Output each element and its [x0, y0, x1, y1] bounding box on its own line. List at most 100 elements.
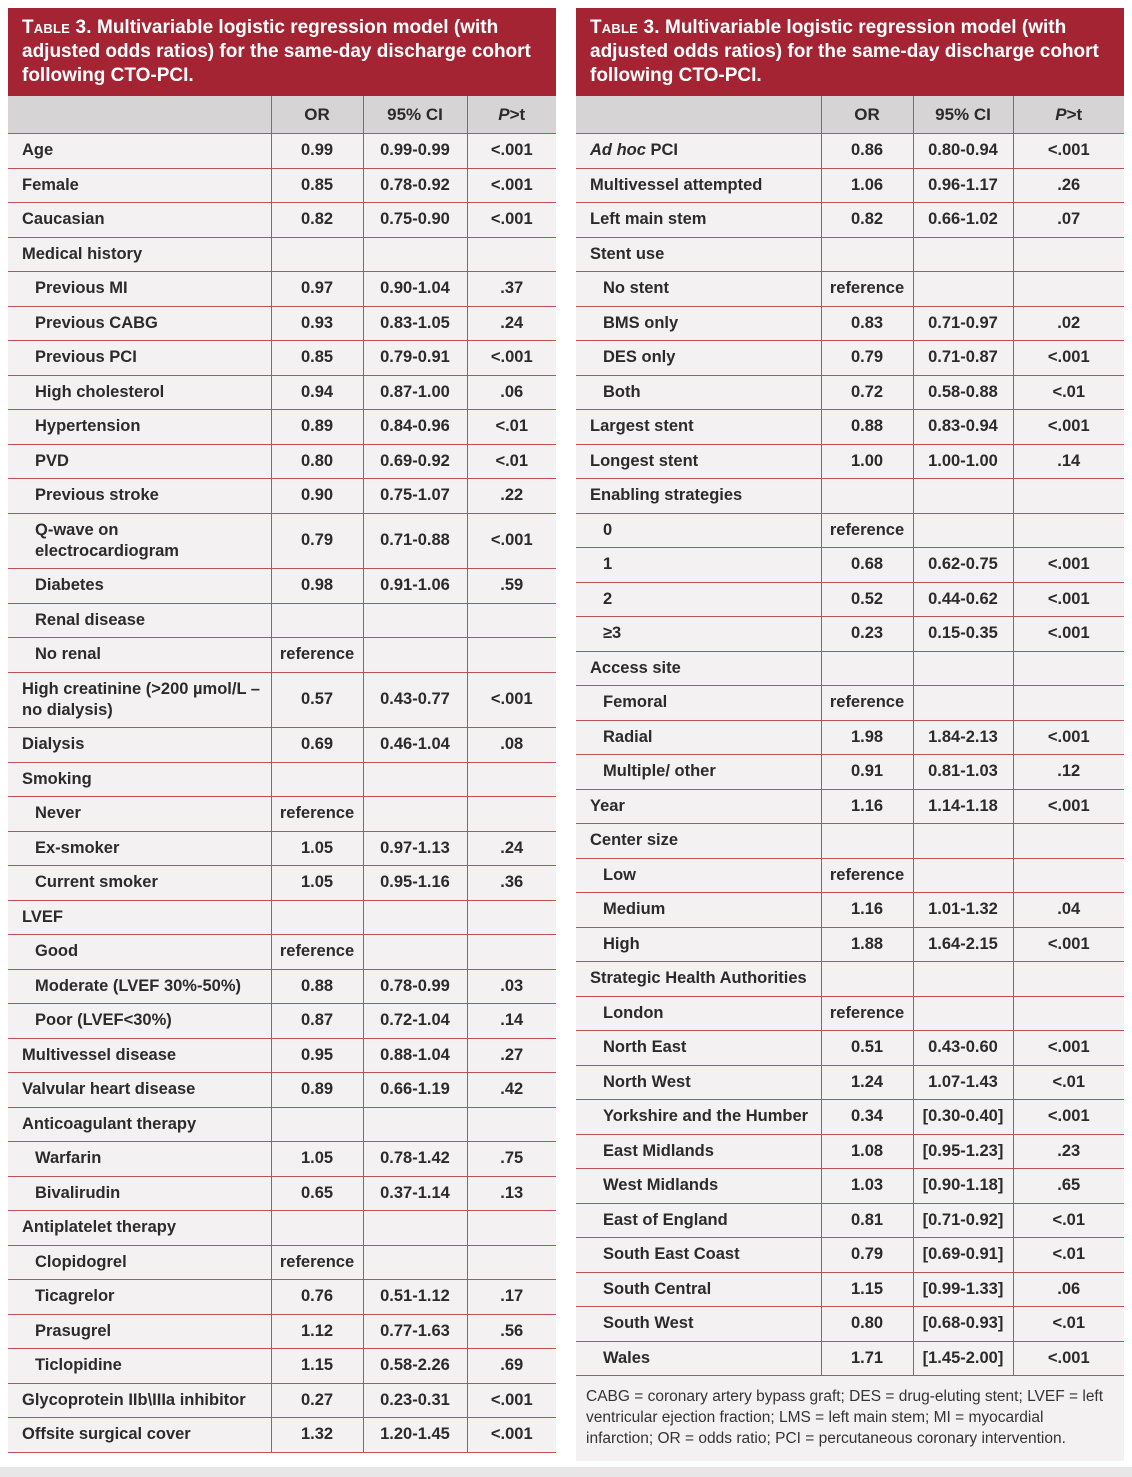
- row-label-cell: Ex-smoker: [8, 831, 272, 866]
- p-cell: [1013, 996, 1124, 1031]
- p-cell: <.001: [467, 672, 556, 728]
- or-cell: 0.94: [271, 375, 364, 410]
- ci-cell: [363, 1210, 468, 1246]
- or-cell: 0.85: [271, 168, 364, 203]
- ci-cell: [0.69-0.91]: [913, 1237, 1014, 1273]
- row-label-cell: 0: [576, 513, 822, 548]
- row-label: Caucasian: [22, 210, 105, 228]
- table-row: Yorkshire and the Humber 0.34 [0.30-0.40…: [576, 1099, 1124, 1135]
- ci-cell: 0.79-0.91: [363, 340, 468, 376]
- p-cell: <.001: [1013, 1341, 1124, 1376]
- row-label: DES only: [603, 348, 676, 366]
- row-label-cell: Ticagrelor: [8, 1279, 272, 1315]
- p-cell: <.001: [1013, 409, 1124, 445]
- column-header-p: P>t: [1013, 96, 1124, 134]
- or-cell: 0.86: [821, 133, 914, 169]
- p-cell: .42: [467, 1072, 556, 1108]
- column-header-p-rest: >t: [509, 105, 526, 124]
- table-row: Longest stent 1.00 1.00-1.00 .14: [576, 444, 1124, 479]
- ci-cell: [913, 961, 1014, 997]
- ci-cell: 0.23-0.31: [363, 1383, 468, 1418]
- row-label-cell: Medium: [576, 892, 822, 928]
- p-cell: <.001: [1013, 1030, 1124, 1066]
- row-label-cell: Stent use: [576, 237, 822, 272]
- ci-cell: 0.77-1.63: [363, 1314, 468, 1349]
- table-title-rest: Multivariable logistic regression model …: [590, 17, 1099, 86]
- table-row: Clopidogrel reference: [8, 1245, 556, 1280]
- p-cell: [467, 796, 556, 832]
- table-title-rest: Multivariable logistic regression model …: [22, 17, 531, 86]
- p-cell: <.001: [1013, 547, 1124, 583]
- row-label: BMS only: [603, 313, 679, 332]
- ci-cell: [913, 513, 1014, 548]
- ci-cell: 0.71-0.97: [913, 306, 1014, 341]
- row-label-italic: Ad hoc: [590, 141, 646, 159]
- p-cell: <.001: [1013, 133, 1124, 169]
- p-cell: .75: [467, 1141, 556, 1177]
- p-cell: [1013, 651, 1124, 686]
- row-label-cell: London: [576, 996, 822, 1031]
- table-column-left: Table 3. Multivariable logistic regressi…: [8, 8, 556, 1453]
- or-cell: 1.12: [271, 1314, 364, 1349]
- row-label-cell: East Midlands: [576, 1134, 822, 1169]
- row-label-cell: Poor (LVEF<30%): [8, 1003, 272, 1039]
- p-cell: <.001: [467, 168, 556, 203]
- p-cell: <.001: [467, 1383, 556, 1418]
- or-cell: [821, 237, 914, 272]
- or-cell: 1.88: [821, 927, 914, 962]
- table-row: London reference: [576, 996, 1124, 1031]
- p-cell: <.001: [1013, 789, 1124, 824]
- or-cell: 0.79: [821, 340, 914, 376]
- ci-cell: [913, 996, 1014, 1031]
- row-label: Both: [603, 382, 641, 401]
- p-cell: [467, 237, 556, 272]
- or-cell: 0.82: [271, 202, 364, 238]
- p-cell: [1013, 823, 1124, 859]
- or-cell: reference: [821, 685, 914, 721]
- or-cell: reference: [271, 1245, 364, 1280]
- ci-cell: [363, 237, 468, 272]
- or-cell: 1.03: [821, 1168, 914, 1204]
- row-label: South West: [603, 1314, 694, 1332]
- table-row: Good reference: [8, 934, 556, 970]
- or-cell: 0.98: [271, 568, 364, 604]
- row-label-cell: Never: [8, 796, 272, 832]
- table-row: Valvular heart disease 0.89 0.66-1.19 .4…: [8, 1072, 556, 1108]
- or-cell: 1.32: [271, 1417, 364, 1453]
- ci-cell: 1.20-1.45: [363, 1417, 468, 1453]
- row-label-cell: Previous CABG: [8, 306, 272, 341]
- ci-cell: 0.72-1.04: [363, 1003, 468, 1039]
- p-cell: .07: [1013, 202, 1124, 238]
- p-cell: .08: [467, 727, 556, 763]
- ci-cell: [363, 934, 468, 970]
- or-cell: [821, 651, 914, 686]
- row-label: Year: [590, 796, 625, 815]
- table-row: Prasugrel 1.12 0.77-1.63 .56: [8, 1314, 556, 1349]
- table-row: South Central 1.15 [0.99-1.33] .06: [576, 1272, 1124, 1307]
- row-label: Antiplatelet therapy: [22, 1218, 177, 1236]
- p-cell: .26: [1013, 168, 1124, 203]
- table-row: Medical history: [8, 237, 556, 272]
- row-label-cell: Dialysis: [8, 727, 272, 763]
- row-label: Yorkshire and the Humber: [603, 1107, 809, 1125]
- ci-cell: 0.62-0.75: [913, 547, 1014, 583]
- row-label: Good: [35, 942, 79, 960]
- row-label-cell: Previous MI: [8, 271, 272, 307]
- or-cell: 0.93: [271, 306, 364, 341]
- p-cell: [467, 1107, 556, 1142]
- row-label: Bivalirudin: [35, 1183, 121, 1202]
- ci-cell: [0.30-0.40]: [913, 1099, 1014, 1135]
- row-label-cell: Enabling strategies: [576, 478, 822, 514]
- or-cell: 0.99: [271, 133, 364, 169]
- or-cell: [271, 237, 364, 272]
- table-row: Diabetes 0.98 0.91-1.06 .59: [8, 568, 556, 604]
- row-label-cell: Bivalirudin: [8, 1176, 272, 1211]
- ci-cell: 0.44-0.62: [913, 582, 1014, 617]
- ci-cell: 0.58-2.26: [363, 1348, 468, 1384]
- or-cell: 0.91: [821, 754, 914, 790]
- or-cell: [821, 961, 914, 997]
- column-header-p-rest: >t: [1066, 105, 1083, 124]
- table-row: No renal reference: [8, 637, 556, 673]
- p-cell: <.001: [1013, 720, 1124, 755]
- row-label: Anticoagulant therapy: [22, 1114, 197, 1133]
